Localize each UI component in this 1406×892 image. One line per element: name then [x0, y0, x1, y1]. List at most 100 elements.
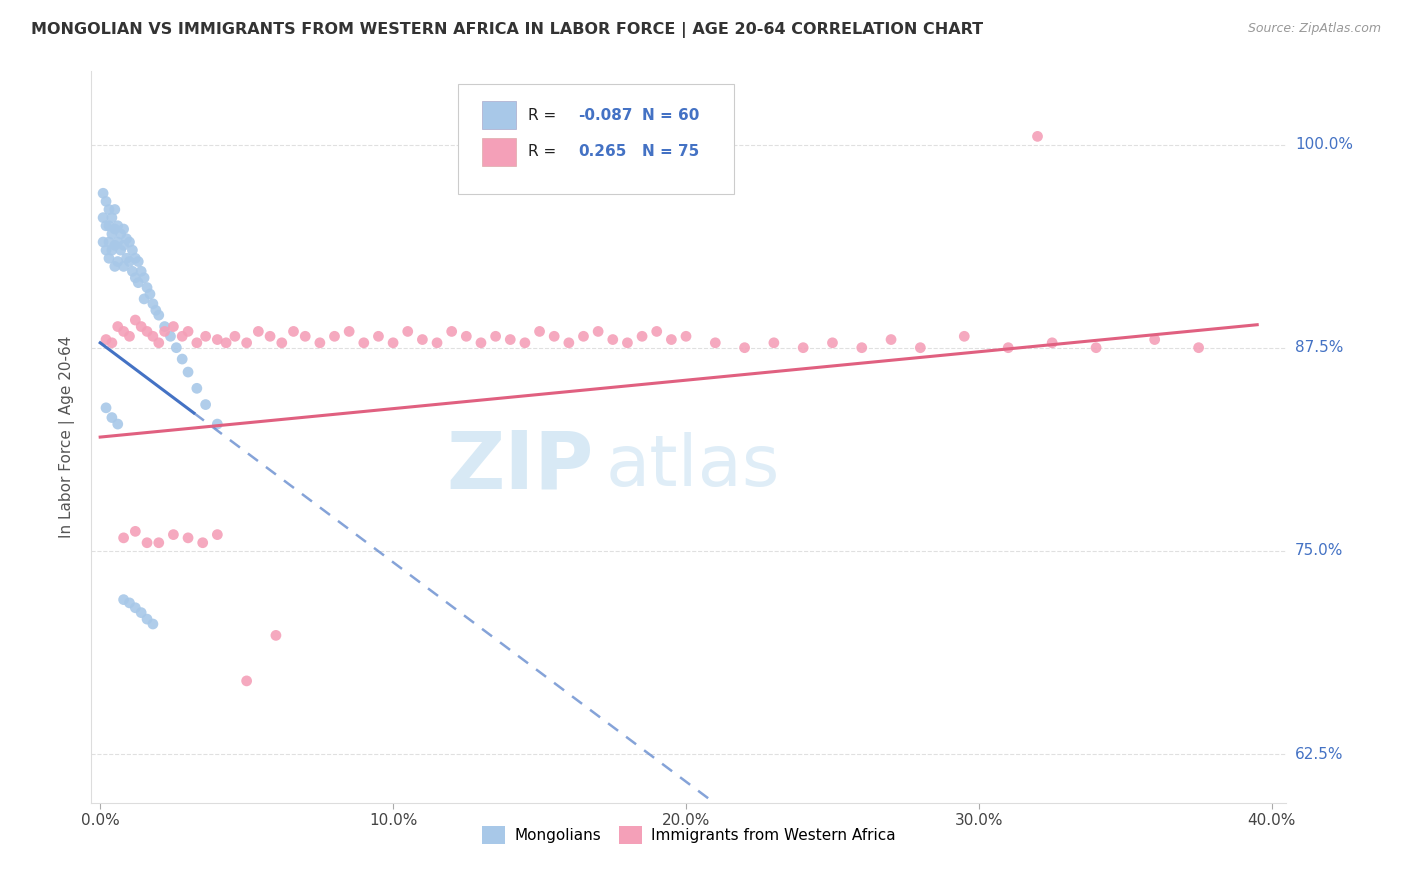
Point [129, 264, 152, 278]
Point [191, 535, 214, 549]
Point [215, 335, 238, 350]
Point [675, 329, 697, 343]
Point [224, 329, 246, 343]
Point [112, 260, 135, 274]
Point [247, 325, 270, 339]
Point [1040, 335, 1063, 350]
Point [543, 329, 565, 343]
Point [136, 325, 159, 339]
Point [529, 325, 551, 339]
Point [851, 341, 873, 355]
Point [98, 235, 120, 249]
Point [136, 535, 159, 549]
Point [98, 202, 120, 217]
Point [586, 325, 609, 339]
Point [704, 335, 727, 350]
Point [440, 325, 463, 339]
Point [101, 410, 124, 425]
Point [1026, 129, 1049, 144]
Point [762, 335, 785, 350]
Point [127, 254, 149, 268]
Point [148, 535, 170, 549]
Point [104, 238, 127, 252]
Point [821, 335, 844, 350]
Point [159, 329, 181, 343]
Point [104, 202, 127, 217]
Point [91, 211, 114, 225]
Text: ZIP: ZIP [446, 427, 593, 506]
Point [94, 219, 117, 233]
Point [112, 325, 135, 339]
Point [194, 329, 217, 343]
Text: 75.0%: 75.0% [1295, 543, 1343, 558]
Point [792, 341, 814, 355]
Point [112, 238, 135, 252]
Point [94, 194, 117, 209]
Text: 0.265: 0.265 [578, 145, 626, 160]
Point [264, 628, 287, 642]
Point [121, 243, 143, 257]
Point [513, 335, 536, 350]
Point [910, 341, 932, 355]
FancyBboxPatch shape [482, 138, 516, 166]
Point [101, 211, 124, 225]
Point [124, 313, 146, 327]
Point [124, 252, 146, 266]
Point [880, 333, 903, 347]
Point [132, 292, 155, 306]
Point [104, 222, 127, 236]
Point [112, 592, 135, 607]
Point [484, 329, 506, 343]
Point [270, 335, 292, 350]
Point [353, 335, 375, 350]
Point [91, 235, 114, 249]
Point [165, 341, 187, 355]
Point [124, 270, 146, 285]
Point [94, 333, 117, 347]
Point [997, 341, 1019, 355]
Point [734, 341, 756, 355]
Point [207, 527, 229, 541]
Point [645, 325, 668, 339]
Point [1085, 341, 1108, 355]
Point [115, 252, 138, 266]
Point [186, 381, 208, 395]
Point [294, 329, 316, 343]
Point [1143, 333, 1166, 347]
Text: R =: R = [527, 108, 561, 123]
Point [411, 333, 433, 347]
Point [382, 335, 405, 350]
Point [153, 319, 176, 334]
Point [118, 596, 141, 610]
Point [172, 329, 194, 343]
Point [107, 235, 129, 249]
Point [139, 287, 162, 301]
Text: atlas: atlas [605, 432, 780, 500]
Point [616, 335, 638, 350]
Point [110, 227, 132, 241]
Text: 62.5%: 62.5% [1295, 747, 1343, 762]
Text: N = 60: N = 60 [643, 108, 700, 123]
Point [172, 352, 194, 367]
Point [148, 308, 170, 322]
Point [426, 335, 449, 350]
Point [162, 527, 184, 541]
Legend: Mongolians, Immigrants from Western Africa: Mongolians, Immigrants from Western Afri… [475, 820, 903, 850]
Point [118, 329, 141, 343]
Point [124, 524, 146, 539]
Point [953, 329, 976, 343]
Point [94, 401, 117, 415]
Y-axis label: In Labor Force | Age 20-64: In Labor Force | Age 20-64 [59, 336, 76, 538]
Point [98, 219, 120, 233]
Point [235, 673, 257, 688]
Point [121, 264, 143, 278]
Point [470, 335, 492, 350]
Point [177, 531, 200, 545]
Point [112, 531, 135, 545]
Point [194, 398, 217, 412]
Point [101, 335, 124, 350]
Point [145, 303, 167, 318]
Point [142, 617, 165, 632]
Text: Source: ZipAtlas.com: Source: ZipAtlas.com [1247, 22, 1381, 36]
Point [499, 333, 522, 347]
